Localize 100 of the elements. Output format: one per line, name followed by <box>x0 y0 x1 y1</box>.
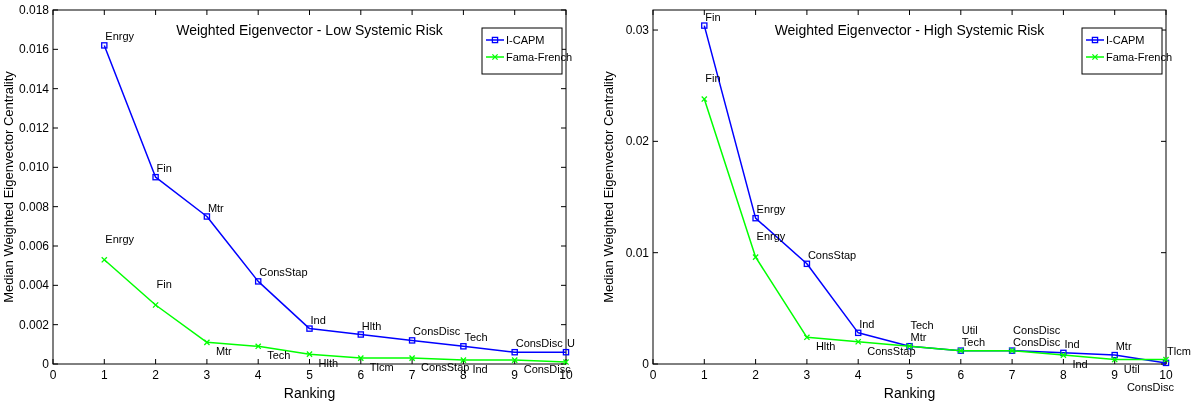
point <box>152 301 159 309</box>
y-tick-label: 0.012 <box>18 121 50 135</box>
annotation: Mtr <box>215 345 233 358</box>
annotation: Ind <box>1072 358 1088 371</box>
annotation: Enrgy <box>756 203 786 216</box>
x-tick-label: 1 <box>100 368 108 382</box>
annotation: Tech <box>267 349 291 362</box>
point <box>752 253 759 261</box>
point <box>357 331 365 338</box>
point <box>357 354 365 362</box>
annotation: Enrgy <box>105 30 135 43</box>
y-axis-title: Median Weighted Eigenvector Centrality <box>1 70 16 303</box>
text: Weighted Eigenvector - High Systemic Risk <box>774 22 1046 38</box>
annotation: Ind <box>859 317 875 330</box>
annotation: Tech <box>910 319 934 332</box>
legend-label: I-CAPM <box>1106 34 1145 46</box>
x-tick-label: 2 <box>152 368 160 382</box>
legend-label: I-CAPM <box>506 34 545 46</box>
annotation: U <box>567 337 575 350</box>
annotation: Tlcm <box>1167 344 1191 357</box>
point <box>306 350 313 358</box>
y-tick-label: 0.016 <box>18 42 50 57</box>
x-tick-label: 5 <box>306 368 314 382</box>
annotation: Mtr <box>207 201 225 214</box>
point <box>1111 351 1118 359</box>
y-tick-label: 0.01 <box>625 245 650 260</box>
annotation: Hlth <box>318 357 339 370</box>
annotation: Ind <box>310 313 326 326</box>
x-tick-label: 6 <box>357 368 365 382</box>
x-tick-label: 7 <box>408 368 416 382</box>
y-tick-label: 0.002 <box>18 317 50 332</box>
y-tick-label: 0.014 <box>18 81 50 96</box>
point <box>701 22 708 29</box>
annotation: Hlth <box>361 319 382 332</box>
x-tick-label: 9 <box>1111 368 1119 382</box>
annotation: Mtr <box>1115 340 1132 353</box>
point <box>152 173 159 181</box>
y-tick-label: 0.03 <box>625 23 650 38</box>
point <box>254 343 262 350</box>
annotation: ConsDisc <box>413 325 461 338</box>
annotation: Fin <box>156 278 172 290</box>
x-tick-label: 8 <box>1060 368 1068 382</box>
point <box>701 95 708 103</box>
point <box>511 348 518 356</box>
annotation: Enrgy <box>105 232 135 245</box>
point <box>562 348 570 356</box>
y-tick-label: 0.008 <box>18 199 50 214</box>
annotation: Ind <box>472 363 488 376</box>
point <box>254 278 262 285</box>
annotation: Tlcm <box>369 361 394 374</box>
y-tick-label: 0.006 <box>18 239 50 253</box>
point <box>203 213 211 220</box>
annotation: Util <box>1123 362 1140 375</box>
point <box>803 334 811 341</box>
point <box>752 214 759 222</box>
annotation: ConsDisc <box>1126 381 1175 393</box>
x-tick-label: 4 <box>854 368 862 382</box>
y-tick-label: 0.010 <box>18 160 50 175</box>
annotation: Fin <box>705 10 721 23</box>
annotation: ConsStap <box>807 248 857 261</box>
y-tick-label: 0 <box>642 357 650 371</box>
x-tick-label: 10 <box>1159 368 1173 382</box>
annotation: ConsStap <box>259 266 308 279</box>
annotation: ConsStap <box>867 344 916 357</box>
annotation: ConsDisc <box>1013 335 1061 348</box>
x-tick-label: 3 <box>803 368 811 382</box>
y-axis-title: Median Weighted Eigenvector Centrality <box>601 70 616 303</box>
annotation: ConsDisc <box>1013 323 1061 336</box>
point <box>803 260 811 268</box>
x-tick-label: 1 <box>700 368 708 382</box>
x-tick-label: 5 <box>906 368 914 382</box>
point <box>854 329 862 337</box>
annotation: Tech <box>464 331 488 344</box>
point <box>101 42 108 49</box>
y-tick-label: 0.02 <box>625 134 650 149</box>
x-axis-title: Ranking <box>883 385 936 401</box>
y-tick-label: 0.004 <box>18 278 50 293</box>
point <box>408 337 416 344</box>
annotation: ConsDisc <box>515 337 564 350</box>
x-tick-label: 7 <box>1008 368 1016 382</box>
point <box>306 325 313 332</box>
text: Weighted Eigenvector - Low Systemic Risk <box>176 22 444 38</box>
point <box>203 339 211 346</box>
annotation: Ind <box>1064 337 1080 350</box>
legend-label: Fama-French <box>1106 51 1173 63</box>
x-tick-label: 2 <box>752 368 760 382</box>
annotation: Tech <box>961 335 986 348</box>
annotation: Util <box>961 323 978 336</box>
x-tick-label: 4 <box>254 368 262 382</box>
y-tick-label: 0 <box>42 357 50 371</box>
x-tick-label: 9 <box>511 368 519 382</box>
x-axis-title: Ranking <box>283 385 336 401</box>
annotation: Fin <box>156 162 172 175</box>
y-tick-label: 0.018 <box>18 3 50 17</box>
x-tick-label: 6 <box>957 368 965 382</box>
annotation: Hlth <box>815 340 836 353</box>
point <box>460 343 467 350</box>
legend-label: Fama-French <box>506 51 573 63</box>
annotation: Mtr <box>910 331 927 344</box>
x-tick-label: 3 <box>203 368 211 382</box>
